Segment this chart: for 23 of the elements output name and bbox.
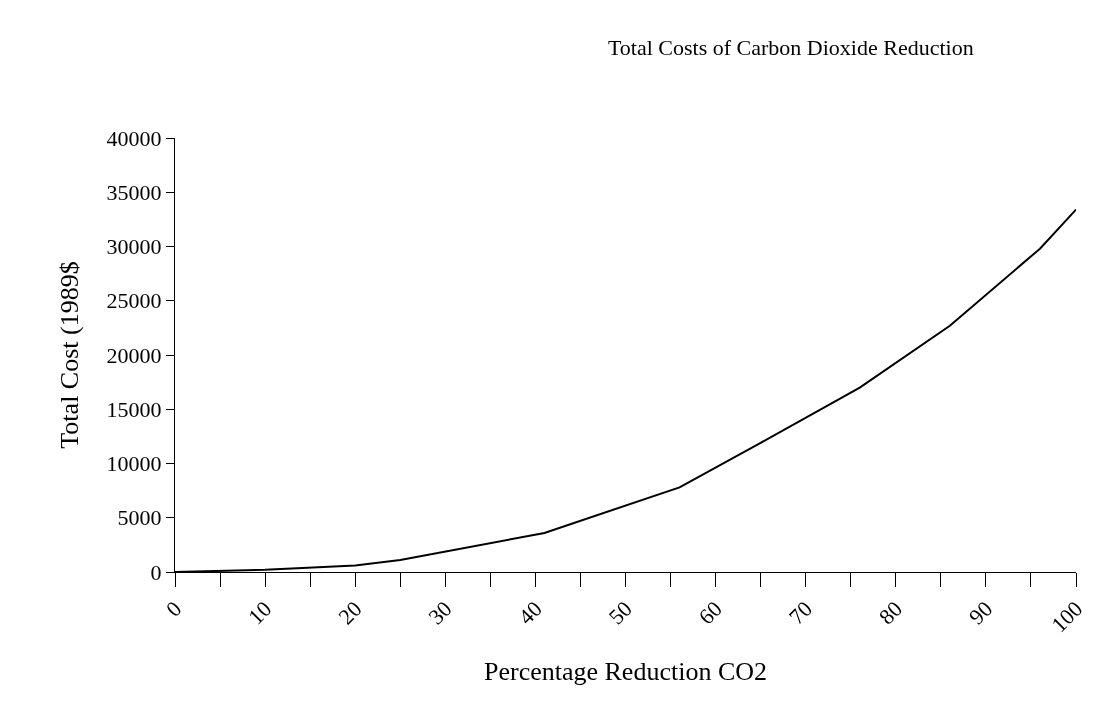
x-tick-label: 40 xyxy=(513,596,547,630)
x-tick-label: 20 xyxy=(333,596,367,630)
y-tick-label: 20000 xyxy=(106,342,162,368)
y-tick-label: 40000 xyxy=(106,125,162,151)
y-tick-label: 25000 xyxy=(106,288,162,314)
y-axis-title: Total Cost (1989$ xyxy=(55,261,84,449)
y-tick-label: 35000 xyxy=(106,179,162,205)
x-axis-title: Percentage Reduction CO2 xyxy=(483,656,768,686)
x-tick-label: 80 xyxy=(873,596,908,630)
x-tick-label: 0 xyxy=(160,596,187,622)
x-tick-label: 100 xyxy=(1046,596,1088,638)
x-tick-label: 90 xyxy=(963,596,998,630)
chart-title: Total Costs of Carbon Dioxide Reduction xyxy=(607,34,974,60)
x-tick-label: 30 xyxy=(423,596,457,630)
x-tick-label: 60 xyxy=(693,596,727,630)
y-tick-label: 10000 xyxy=(106,451,162,477)
y-tick-label: 30000 xyxy=(106,234,162,260)
x-tick-label: 70 xyxy=(783,596,818,630)
x-tick-label: 10 xyxy=(243,596,277,630)
y-tick-label: 15000 xyxy=(106,396,162,422)
x-tick-label: 50 xyxy=(603,596,637,630)
y-tick-label: 0 xyxy=(150,559,162,585)
y-tick-label: 5000 xyxy=(117,505,162,531)
